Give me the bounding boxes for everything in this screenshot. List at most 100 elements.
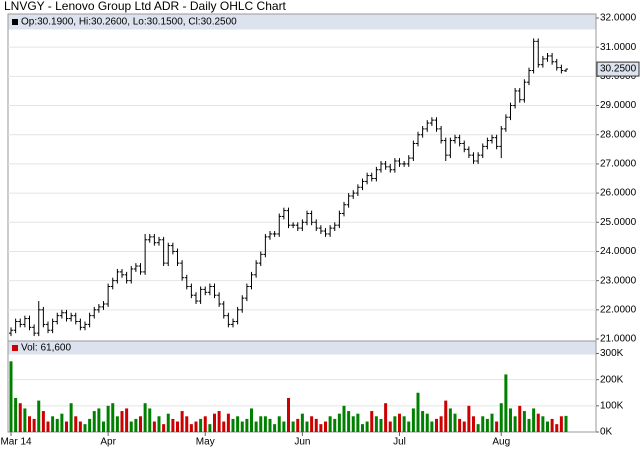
- volume-bar: [277, 416, 281, 432]
- volume-bar: [314, 418, 318, 432]
- ohlc-bar: [439, 125, 444, 144]
- ohlc-bar: [434, 117, 439, 132]
- ohlc-bar: [138, 263, 143, 275]
- last-price-label: 30.2500: [600, 64, 637, 75]
- y2-tick-label: 100K: [600, 400, 624, 411]
- ohlc-bar: [411, 140, 416, 161]
- volume-bar: [532, 408, 536, 432]
- ohlc-bar: [55, 312, 60, 325]
- volume-bar: [398, 413, 401, 432]
- ohlc-bar: [272, 231, 277, 237]
- volume-bar: [236, 416, 240, 432]
- volume-bar: [106, 405, 110, 432]
- ohlc-bar: [258, 251, 263, 267]
- ohlc-bar: [87, 312, 92, 328]
- ohlc-bar: [36, 301, 41, 337]
- ohlc-bar: [527, 67, 531, 86]
- volume-bar: [407, 421, 411, 432]
- y-tick-label: 23.0000: [600, 275, 637, 286]
- volume-bar: [291, 421, 295, 432]
- y-tick-label: 25.0000: [600, 217, 637, 228]
- volume-bar: [213, 413, 216, 432]
- volume-bar: [439, 416, 443, 432]
- ohlc-bar: [291, 222, 296, 229]
- ohlc-bar: [207, 283, 212, 296]
- ohlc-bar: [115, 268, 120, 284]
- ohlc-bar: [295, 222, 300, 232]
- x-tick-label: Apr: [100, 437, 116, 448]
- ohlc-bar: [27, 315, 32, 331]
- x-tick-label: Aug: [492, 437, 510, 448]
- volume-bar: [268, 418, 272, 432]
- x-tick-label: Jun: [294, 437, 310, 448]
- ohlc-bar: [425, 120, 430, 132]
- volume-bar: [185, 416, 189, 432]
- volume-bar: [287, 397, 290, 432]
- ohlc-bar: [133, 263, 138, 272]
- last-price-box: [596, 61, 640, 77]
- volume-bar: [522, 411, 526, 432]
- volume-bar: [328, 416, 332, 432]
- ohlc-bar: [110, 277, 115, 290]
- ohlc-bar: [203, 286, 208, 296]
- ohlc-bar: [83, 321, 87, 331]
- y-tick-label: 26.0000: [600, 188, 637, 199]
- volume-bar: [351, 416, 355, 432]
- ohlc-bar: [96, 303, 101, 313]
- volume-bar: [134, 418, 138, 432]
- volume-bar: [476, 424, 480, 432]
- volume-bar: [254, 421, 258, 432]
- ohlc-bar: [18, 318, 23, 328]
- ohlc-bar: [249, 271, 254, 290]
- ohlc-bar: [490, 134, 494, 144]
- volume-bar: [102, 421, 105, 432]
- info-icon: [12, 19, 18, 25]
- ohlc-bar: [254, 260, 259, 278]
- ohlc-bar: [332, 222, 337, 232]
- ohlc-bar: [9, 327, 13, 337]
- price-panel: [7, 13, 597, 342]
- volume-bar: [310, 416, 314, 432]
- volume-bar: [250, 408, 253, 432]
- ohlc-bar: [212, 283, 217, 299]
- volume-bar: [180, 411, 184, 432]
- ohlc-bar: [402, 160, 407, 167]
- volume-bar: [92, 411, 96, 432]
- volume-bar: [305, 421, 309, 432]
- ohlc-bar: [231, 318, 235, 328]
- ohlc-bar: [78, 318, 83, 331]
- y-tick-label: 31.0000: [600, 42, 637, 53]
- volume-bar: [472, 416, 475, 432]
- volume-bar: [462, 421, 466, 432]
- volume-text: Vol: 61,600: [21, 343, 71, 354]
- ohlc-bar: [360, 178, 365, 191]
- volume-bar: [513, 416, 517, 432]
- y2-tick-label: 200K: [600, 374, 624, 385]
- volume-bar: [231, 418, 235, 432]
- volume-bar: [411, 408, 415, 432]
- y-tick-label: 27.0000: [600, 159, 637, 170]
- ohlc-bar: [305, 210, 309, 226]
- ohlc-bar: [485, 137, 490, 150]
- ohlc-bar: [448, 137, 453, 159]
- ohlc-bar: [46, 321, 50, 334]
- ohlc-bar: [503, 114, 508, 132]
- ohlc-bar: [443, 137, 448, 161]
- volume-bar: [88, 418, 92, 432]
- ohlc-bar: [457, 134, 462, 147]
- ohlc-bar: [365, 172, 370, 185]
- volume-bar: [14, 397, 18, 432]
- ohlc-bar: [318, 225, 323, 234]
- volume-bar: [374, 416, 378, 432]
- ohlc-bar: [69, 312, 74, 322]
- ohlc-bar: [170, 242, 175, 255]
- info-text: Op:30.1900, Hi:30.2600, Lo:30.1500, Cl:3…: [21, 17, 237, 28]
- ohlc-bar: [323, 228, 328, 237]
- volume-bar: [384, 403, 388, 432]
- ohlc-bar: [92, 306, 97, 319]
- ohlc-bar: [50, 318, 55, 334]
- ohlc-bar: [416, 131, 420, 147]
- volume-bar: [324, 421, 327, 432]
- volume-bar: [189, 424, 193, 432]
